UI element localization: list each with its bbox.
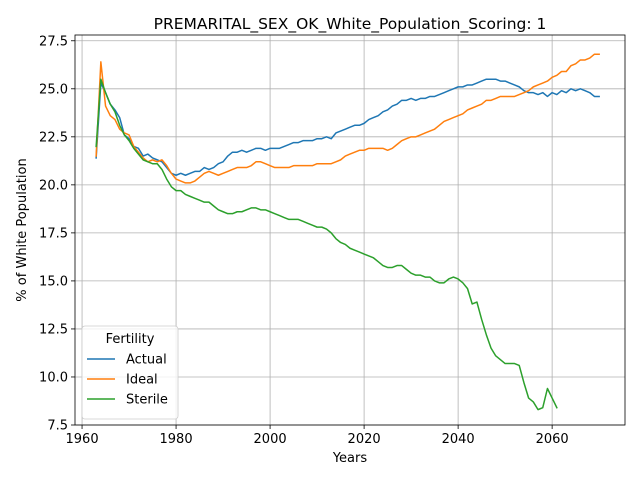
x-axis-ticks: 1960 1980 2000 2020 2040 2060 [66,425,569,447]
x-tick-label: 2020 [348,432,381,447]
legend-label-actual: Actual [126,353,167,368]
legend-title: Fertility [106,332,155,347]
legend-box [81,325,179,420]
series-line-sterile [95,78,558,411]
y-tick-label: 15.0 [39,274,68,289]
series-line-actual [95,78,600,176]
x-tick-label: 2060 [536,432,569,447]
plot-area-frame [74,34,626,426]
series-line-ideal [95,53,600,184]
y-tick-label: 7.5 [47,419,68,434]
y-tick-label: 17.5 [39,226,68,241]
legend-items: Actual Ideal Sterile [87,353,168,408]
chart-title: PREMARITAL_SEX_OK_White_Population_Scori… [154,15,547,34]
x-tick-label: 2000 [254,432,287,447]
x-tick-label: 1980 [160,432,193,447]
y-axis-label: % of White Population [15,158,30,301]
x-axis-label: Years [332,451,368,466]
legend-label-ideal: Ideal [126,373,158,388]
series-lines [95,53,600,411]
legend-label-sterile: Sterile [126,393,168,408]
y-tick-label: 22.5 [39,130,68,145]
y-tick-label: 27.5 [39,34,68,49]
x-tick-label: 2040 [442,432,475,447]
y-axis-ticks: 7.5 10.0 12.5 15.0 17.5 20.0 22.5 25.0 27.5 [39,34,75,434]
y-tick-label: 10.0 [39,370,68,385]
legend: Fertility Actual Ideal Sterile [81,325,179,420]
y-tick-label: 12.5 [39,322,68,337]
y-tick-label: 25.0 [39,82,68,97]
x-tick-label: 1960 [66,432,99,447]
y-tick-label: 20.0 [39,178,68,193]
